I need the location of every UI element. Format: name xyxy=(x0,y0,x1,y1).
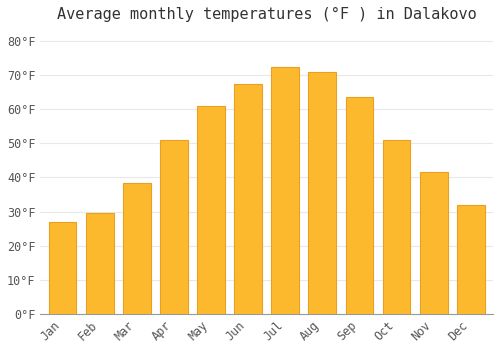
Bar xyxy=(457,205,484,314)
Bar xyxy=(420,172,448,314)
Bar xyxy=(308,72,336,314)
Bar xyxy=(197,106,225,314)
Bar xyxy=(346,97,374,314)
Bar xyxy=(160,140,188,314)
Bar xyxy=(272,66,299,314)
Bar xyxy=(382,140,410,314)
Bar xyxy=(234,84,262,314)
Bar xyxy=(48,222,76,314)
Title: Average monthly temperatures (°F ) in Dalakovo: Average monthly temperatures (°F ) in Da… xyxy=(57,7,476,22)
Bar xyxy=(86,213,114,314)
Bar xyxy=(123,183,150,314)
